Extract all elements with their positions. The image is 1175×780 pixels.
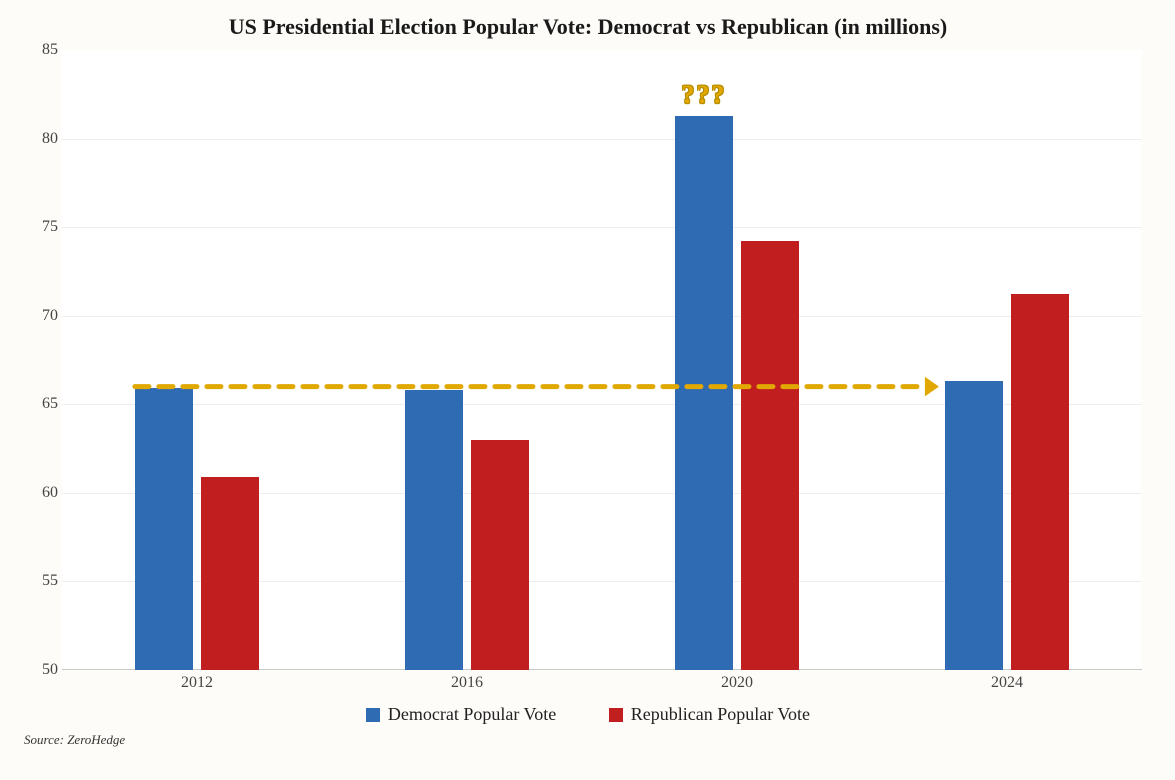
- y-tick-label: 70: [18, 307, 58, 325]
- y-tick-label: 55: [18, 572, 58, 590]
- legend-swatch-republican: [609, 708, 623, 722]
- y-tick-label: 60: [18, 484, 58, 502]
- x-tick-label: 2024: [991, 674, 1023, 692]
- y-tick-label: 85: [18, 41, 58, 59]
- annotation-question-marks: ???: [681, 80, 726, 110]
- trend-arrow: [62, 50, 1142, 670]
- legend-item-democrat: Democrat Popular Vote: [366, 704, 556, 725]
- legend-swatch-democrat: [366, 708, 380, 722]
- legend-label-republican: Republican Popular Vote: [631, 704, 810, 725]
- y-tick-label: 50: [18, 661, 58, 679]
- legend-item-republican: Republican Popular Vote: [609, 704, 810, 725]
- x-tick-label: 2012: [181, 674, 213, 692]
- plot-area: ???: [62, 50, 1142, 670]
- y-tick-label: 75: [18, 218, 58, 236]
- chart-title: US Presidential Election Popular Vote: D…: [18, 14, 1158, 40]
- legend-label-democrat: Democrat Popular Vote: [388, 704, 556, 725]
- chart-frame: US Presidential Election Popular Vote: D…: [18, 10, 1158, 750]
- y-tick-label: 80: [18, 130, 58, 148]
- y-tick-label: 65: [18, 395, 58, 413]
- x-tick-label: 2016: [451, 674, 483, 692]
- source-text: Source: ZeroHedge: [24, 732, 125, 748]
- legend: Democrat Popular Vote Republican Popular…: [18, 704, 1158, 727]
- x-tick-label: 2020: [721, 674, 753, 692]
